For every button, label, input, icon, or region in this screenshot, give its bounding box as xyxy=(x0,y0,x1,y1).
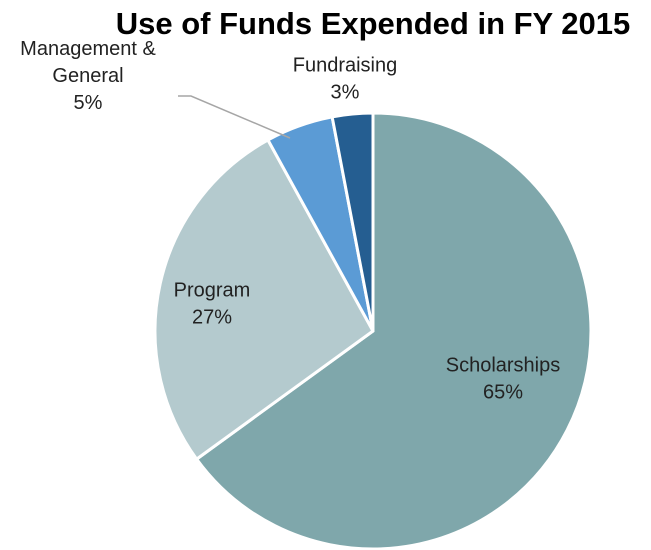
leader-line-management-general xyxy=(178,95,291,139)
data-label-fundraising: Fundraising 3% xyxy=(293,55,398,104)
pie-slice-fundraising xyxy=(330,111,375,333)
chart-title: Use of Funds Expended in FY 2015 xyxy=(116,6,631,41)
data-label-percent: 65% xyxy=(483,382,523,404)
pie-slice-program xyxy=(153,138,375,461)
data-label-category: Fundraising xyxy=(293,55,398,77)
data-label-scholarships: Scholarships 65% xyxy=(446,355,561,404)
data-label-management-general: Management & General 5% xyxy=(20,38,156,114)
data-label-category: Management & xyxy=(20,38,156,60)
data-label-category: Scholarships xyxy=(446,355,561,377)
data-label-category: Program xyxy=(174,280,251,302)
data-label-category: General xyxy=(52,65,123,87)
pie-slice-scholarships xyxy=(195,111,593,550)
pie-slices xyxy=(153,111,593,550)
data-label-percent: 3% xyxy=(331,82,360,104)
pie-labels: Scholarships 65% Program 27% Management & Gen… xyxy=(20,38,560,404)
data-label-program: Program 27% xyxy=(174,280,251,329)
data-label-percent: 5% xyxy=(74,92,103,114)
data-label-percent: 27% xyxy=(192,307,232,329)
